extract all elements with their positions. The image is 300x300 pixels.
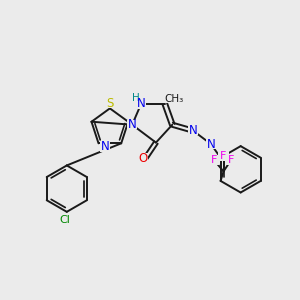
FancyBboxPatch shape	[162, 94, 185, 103]
Text: N: N	[207, 138, 215, 151]
FancyBboxPatch shape	[57, 215, 74, 225]
FancyBboxPatch shape	[100, 142, 110, 152]
FancyBboxPatch shape	[127, 120, 137, 130]
Text: N: N	[137, 98, 146, 110]
Text: N: N	[189, 124, 197, 137]
FancyBboxPatch shape	[209, 155, 219, 165]
FancyBboxPatch shape	[105, 98, 115, 108]
FancyBboxPatch shape	[137, 153, 148, 163]
FancyBboxPatch shape	[131, 93, 141, 103]
Text: CH₃: CH₃	[164, 94, 183, 103]
FancyBboxPatch shape	[206, 139, 216, 149]
Text: N: N	[128, 118, 136, 131]
Text: F: F	[211, 155, 217, 165]
Text: H: H	[132, 93, 140, 103]
Text: Cl: Cl	[60, 215, 71, 225]
FancyBboxPatch shape	[188, 126, 198, 135]
Text: F: F	[228, 155, 234, 165]
Text: S: S	[106, 97, 114, 110]
Text: O: O	[138, 152, 147, 164]
Text: N: N	[101, 140, 110, 153]
FancyBboxPatch shape	[136, 99, 146, 109]
Text: F: F	[220, 151, 227, 161]
FancyBboxPatch shape	[226, 155, 236, 165]
FancyBboxPatch shape	[218, 151, 229, 161]
